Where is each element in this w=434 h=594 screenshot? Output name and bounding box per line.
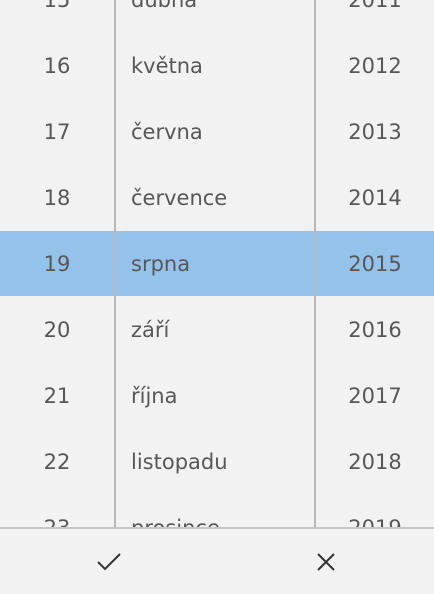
day-item[interactable]: 23 [0, 495, 114, 528]
day-item[interactable]: 15 [0, 0, 114, 33]
accept-button[interactable] [0, 529, 217, 594]
day-item-selected[interactable]: 19 [0, 231, 114, 297]
year-item[interactable]: 2013 [316, 99, 434, 165]
month-item[interactable]: listopadu [116, 429, 314, 495]
month-column[interactable]: dubna května června července srpna září … [116, 0, 314, 528]
year-item[interactable]: 2018 [316, 429, 434, 495]
month-item[interactable]: října [116, 363, 314, 429]
year-item-selected[interactable]: 2015 [316, 231, 434, 297]
month-item[interactable]: prosince [116, 495, 314, 528]
day-item[interactable]: 18 [0, 165, 114, 231]
month-item-selected[interactable]: srpna [116, 231, 314, 297]
year-item[interactable]: 2016 [316, 297, 434, 363]
day-item[interactable]: 21 [0, 363, 114, 429]
checkmark-icon [96, 552, 122, 572]
day-item[interactable]: 16 [0, 33, 114, 99]
year-column[interactable]: 2011 2012 2013 2014 2015 2016 2017 2018 … [316, 0, 434, 528]
day-item[interactable]: 22 [0, 429, 114, 495]
day-item[interactable]: 17 [0, 99, 114, 165]
month-item[interactable]: září [116, 297, 314, 363]
year-item[interactable]: 2014 [316, 165, 434, 231]
year-item[interactable]: 2011 [316, 0, 434, 33]
month-item[interactable]: května [116, 33, 314, 99]
year-item[interactable]: 2017 [316, 363, 434, 429]
day-column[interactable]: 15 16 17 18 19 20 21 22 23 [0, 0, 114, 528]
day-item[interactable]: 20 [0, 297, 114, 363]
month-item[interactable]: července [116, 165, 314, 231]
year-item[interactable]: 2012 [316, 33, 434, 99]
cancel-button[interactable] [217, 529, 434, 594]
month-item[interactable]: dubna [116, 0, 314, 33]
year-item[interactable]: 2019 [316, 495, 434, 528]
month-item[interactable]: června [116, 99, 314, 165]
date-picker[interactable]: 15 16 17 18 19 20 21 22 23 dubna května … [0, 0, 434, 528]
picker-footer [0, 529, 434, 594]
close-icon [316, 552, 336, 572]
